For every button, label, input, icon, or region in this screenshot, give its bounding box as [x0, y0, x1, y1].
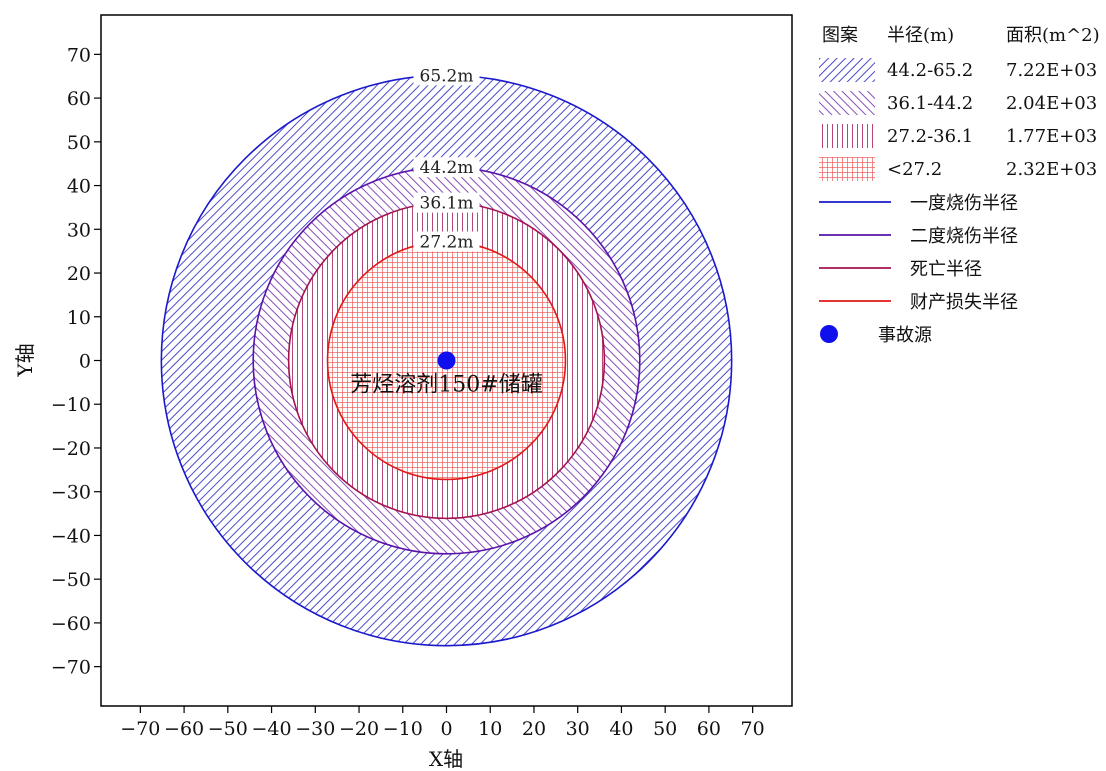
legend-swatch-hatch-purple [819, 91, 875, 115]
x-tick-label: −70 [120, 718, 160, 740]
legend-source-label: 事故源 [878, 325, 932, 346]
radius-label-death: 36.1m [420, 194, 474, 214]
x-tick-label: 20 [522, 718, 546, 740]
y-tick-label: −40 [51, 525, 91, 547]
x-tick-label: 30 [566, 718, 590, 740]
x-tick-label: 40 [609, 718, 633, 740]
y-tick-label: 60 [67, 88, 91, 110]
y-tick-label: 10 [67, 307, 91, 329]
legend-area-value: 7.22E+03 [1006, 60, 1097, 81]
legend-swatch-hatch-blue [819, 58, 875, 82]
legend-swatch-hatch-vert [819, 124, 875, 148]
legend-line-label: 死亡半径 [910, 259, 982, 280]
y-tick-label: 30 [67, 219, 91, 241]
y-tick-label: −10 [51, 394, 91, 416]
radius-label-bg-burn2 [413, 157, 480, 178]
y-tick-label: 0 [79, 351, 91, 373]
legend-area-value: 2.32E+03 [1006, 159, 1097, 180]
legend-swatch-hatch-grid [819, 157, 875, 181]
legend-area-value: 1.77E+03 [1006, 126, 1097, 147]
plot-area: 65.2m 44.2m 36.1m 27.2m 芳烃溶剂150#储罐 [160, 65, 733, 647]
x-tick-label: 50 [653, 718, 677, 740]
x-tick-label: 10 [478, 718, 502, 740]
radius-label-bg-death [413, 192, 480, 213]
x-tick-label: −30 [295, 718, 335, 740]
y-tick-label: 70 [67, 44, 91, 66]
radius-label-bg-burn1 [413, 65, 480, 86]
legend-area-value: 2.04E+03 [1006, 93, 1097, 114]
legend-header-pattern: 图案 [822, 25, 858, 46]
y-tick-label: 50 [67, 132, 91, 154]
x-tick-label: −50 [208, 718, 248, 740]
legend-header-area: 面积(m^2) [1006, 25, 1100, 46]
legend-line-label: 一度烧伤半径 [910, 193, 1018, 214]
radius-label-burn1: 65.2m [420, 66, 474, 86]
radius-label-bg-property [413, 231, 480, 252]
y-tick-label: −20 [51, 438, 91, 460]
x-tick-label: −40 [252, 718, 292, 740]
x-tick-label: −10 [383, 718, 423, 740]
y-tick-label: 40 [67, 176, 91, 198]
legend-header-radius: 半径(m) [887, 25, 954, 46]
x-tick-label: −20 [339, 718, 379, 740]
legend-radius-range: 36.1-44.2 [887, 93, 973, 114]
legend-radius-range: 27.2-36.1 [887, 126, 973, 147]
y-tick-label: −50 [51, 569, 91, 591]
accident-source-marker [437, 351, 456, 370]
legend-radius-range: <27.2 [887, 159, 942, 180]
x-axis-title: X轴 [429, 747, 463, 771]
x-tick-label: 70 [741, 718, 765, 740]
legend-source-marker [820, 325, 838, 343]
x-tick-label: −60 [164, 718, 204, 740]
accident-source-label: 芳烃溶剂150#储罐 [350, 373, 542, 398]
y-tick-label: −30 [51, 482, 91, 504]
y-tick-label: 20 [67, 263, 91, 285]
y-tick-label: −70 [51, 657, 91, 679]
axes: −70 −60 −50 −40 −30 −20 −10 0 10 20 30 40 50 60 707060… [51, 44, 765, 740]
y-axis-title: Y轴 [13, 343, 37, 377]
legend-radius-range: 44.2-65.2 [887, 60, 973, 81]
legend-line-label: 二度烧伤半径 [910, 226, 1018, 247]
legend: 图案 半径(m) 面积(m^2) 44.2-65.2 7.22E+03 36.1-4… [819, 25, 1100, 346]
legend-line-label: 财产损失半径 [910, 292, 1018, 313]
x-tick-label: 0 [440, 718, 452, 740]
y-tick-label: −60 [51, 613, 91, 635]
x-tick-label: 60 [697, 718, 721, 740]
radius-label-property: 27.2m [420, 233, 474, 253]
radius-label-burn2: 44.2m [420, 158, 474, 178]
